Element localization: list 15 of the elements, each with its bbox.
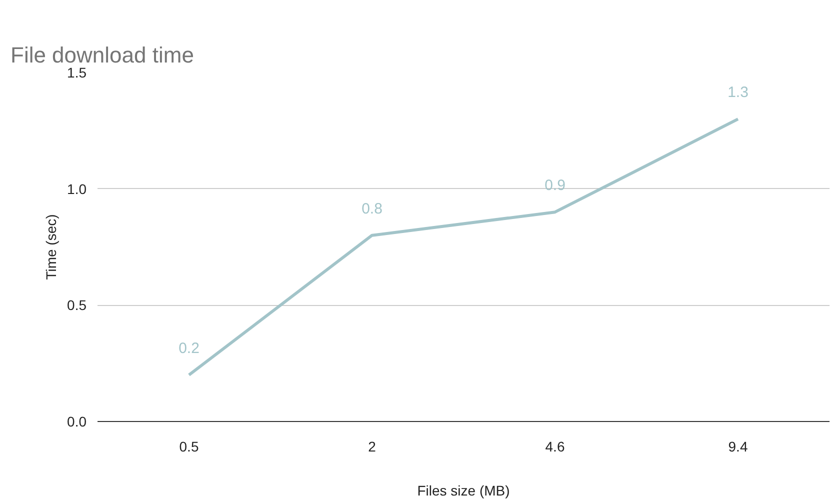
x-tick-label: 0.5 [179,438,199,454]
data-label: 0.9 [544,177,566,194]
data-label: 0.2 [178,340,200,357]
y-tick-label: 1.0 [67,180,87,197]
x-axis-title: Files size (MB) [417,482,510,498]
data-label: 1.3 [728,84,748,102]
y-tick-label: 1.5 [67,64,87,80]
x-tick-label: 2 [368,438,376,454]
y-tick-label: 0.0 [67,414,87,430]
x-tick-label: 9.4 [728,438,748,454]
y-axis-title: Time (sec) [43,214,60,280]
x-tick-label: 4.6 [545,438,565,454]
y-tick-label: 0.5 [67,297,87,314]
chart-title: File download time [10,42,194,68]
data-label: 0.8 [362,200,382,218]
